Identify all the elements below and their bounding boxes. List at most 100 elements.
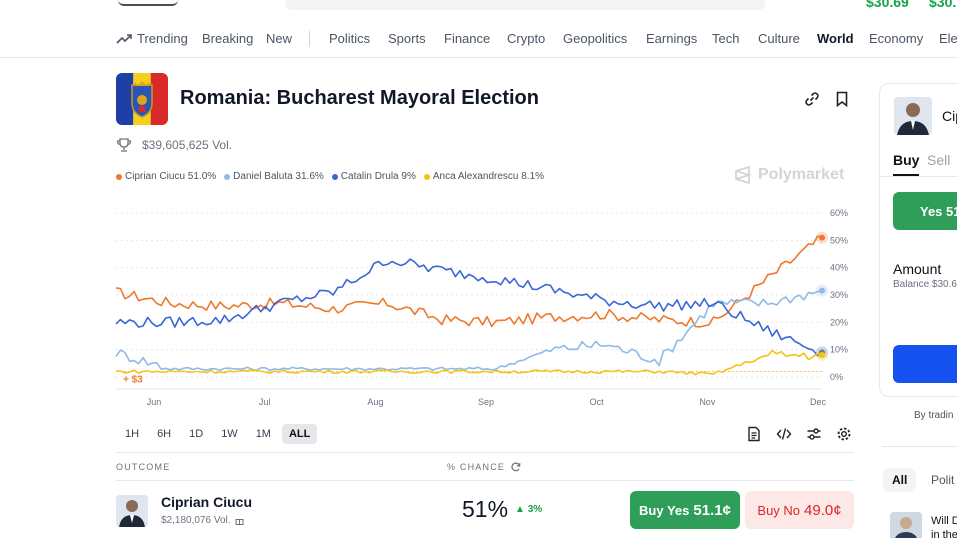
range-1h[interactable]: 1H [125,428,140,440]
y-tick-label: 20% [830,317,848,327]
portfolio-balance[interactable]: $30.69 [866,0,909,10]
table-header-divider [116,480,854,481]
nav-item-crypto[interactable]: Crypto [507,31,546,46]
buy-yes-label: Buy Yes [639,502,690,518]
legend-dot [423,173,430,180]
right-divider [882,446,957,447]
price-history-chart[interactable]: 60% 50% 40% 30% 20% 10% 0% Jun Jul Aug Sep Oct Nov De… [110,198,855,413]
document-icon[interactable] [746,426,762,442]
buy-no-price: 49.0¢ [804,501,842,519]
section-divider [116,452,854,453]
amount-label: Amount [893,261,942,277]
trade-panel: Cip Buy Sell Yes 51 Amount Balance $30.6 [879,83,957,397]
candidate-avatar [116,495,148,527]
nav-item-elections[interactable]: Ele [939,31,957,46]
nav-item-earnings[interactable]: Earnings [646,31,698,46]
nav-item-world[interactable]: World [817,31,854,46]
x-tick-label: Oct [590,397,605,407]
series-line-2 [115,258,823,357]
position-annotation: + $3 [123,375,143,386]
tab-buy[interactable]: Buy [893,152,920,176]
series-end-point [819,351,825,358]
candidate-volume-text: $2,180,076 Vol. [161,515,231,526]
nav-item-economy[interactable]: Economy [869,31,924,46]
top-bar: $30.69 $30. [0,0,957,12]
market-flag-image [116,73,168,125]
candidate-name[interactable]: Ciprian Ciucu [161,494,253,510]
y-tick-label: 40% [830,263,848,273]
tab-sell[interactable]: Sell [927,152,951,168]
nav-divider [309,31,310,47]
x-tick-label: Sep [478,397,494,407]
range-1m[interactable]: 1M [255,428,271,440]
embed-code-icon[interactable] [776,426,792,442]
nav-item-finance[interactable]: Finance [444,31,491,46]
range-6h[interactable]: 6H [157,428,172,440]
filter-chip-politics[interactable]: Polit [931,473,955,487]
nav-item-politics[interactable]: Politics [329,31,371,46]
chance-delta-value: 3% [527,504,543,515]
series-line-1 [115,289,823,372]
buy-no-label: Buy No [757,502,801,518]
panel-yes-button[interactable]: Yes 51 [893,192,957,230]
trending-icon [116,33,132,44]
legend-dot [116,173,122,180]
trophy-icon [116,138,132,152]
nav-item-culture[interactable]: Culture [758,31,800,46]
range-1d[interactable]: 1D [189,428,204,440]
y-tick-label: 10% [830,345,848,355]
buy-yes-button[interactable]: Buy Yes 51.1¢ [630,491,740,529]
chance-delta: ▲ 3% [515,504,543,515]
y-tick-label: 60% [830,208,848,218]
legend-label: Daniel Baluta 31.6% [233,171,324,182]
filter-chip-all[interactable]: All [883,468,917,492]
chance-value: 51% [462,496,509,522]
candidate-volume: $2,180,076 Vol. [161,515,244,526]
cash-balance[interactable]: $30. [929,0,957,10]
range-all[interactable]: ALL [281,424,318,444]
polymarket-watermark: Polymarket [734,166,844,184]
legend-label: Anca Alexandrescu 8.1% [432,171,545,182]
legend-label: Catalin Drula 9% [340,171,416,182]
y-tick-label: 0% [830,372,843,382]
legend-item: Ciprian Ciucu 51.0% [116,171,216,182]
nav-item-tech[interactable]: Tech [712,31,740,46]
panel-candidate-name: Cip [942,108,957,124]
time-range-selector: 1H 6H 1D 1W 1M ALL [118,424,318,444]
legend-dot [224,173,231,180]
sliders-icon[interactable] [806,426,822,442]
link-icon[interactable] [803,90,821,108]
nav-divider-line [0,57,957,58]
x-tick-label: Aug [367,397,383,407]
x-tick-label: Dec [810,397,827,407]
market-title: Romania: Bucharest Mayoral Election [180,87,539,109]
related-market-line: Will D [931,515,957,527]
series-end-point [819,234,825,241]
buy-no-button[interactable]: Buy No 49.0¢ [745,491,854,529]
nav-item-trending[interactable]: Trending [116,31,188,46]
related-market-title[interactable]: Will D in the [931,514,957,538]
related-market-thumbnail[interactable] [890,512,922,538]
gear-icon[interactable] [836,426,852,442]
balance-label: Balance $30.6 [893,279,957,290]
nav-item-new[interactable]: New [266,31,293,46]
logo[interactable] [118,0,178,6]
trade-submit-button[interactable] [893,345,957,383]
range-1w[interactable]: 1W [221,428,238,440]
terms-notice: By tradin [914,410,954,421]
nav-item-label: Trending [137,31,188,46]
refresh-icon[interactable] [511,462,521,472]
nav-item-sports[interactable]: Sports [388,31,426,46]
legend-item: Daniel Baluta 31.6% [224,171,324,182]
nav-item-geopolitics[interactable]: Geopolitics [563,31,628,46]
x-tick-label: Jun [147,397,162,407]
nav-item-breaking[interactable]: Breaking [202,31,254,46]
bookmark-icon[interactable] [833,90,851,108]
search-input[interactable] [285,0,765,10]
legend-dot [331,173,338,180]
related-market-line: in the [931,529,957,538]
legend-label: Ciprian Ciucu 51.0% [125,171,217,182]
legend-item: Anca Alexandrescu 8.1% [423,171,545,182]
legend-item: Catalin Drula 9% [331,171,416,182]
panel-tab-divider [880,176,957,177]
